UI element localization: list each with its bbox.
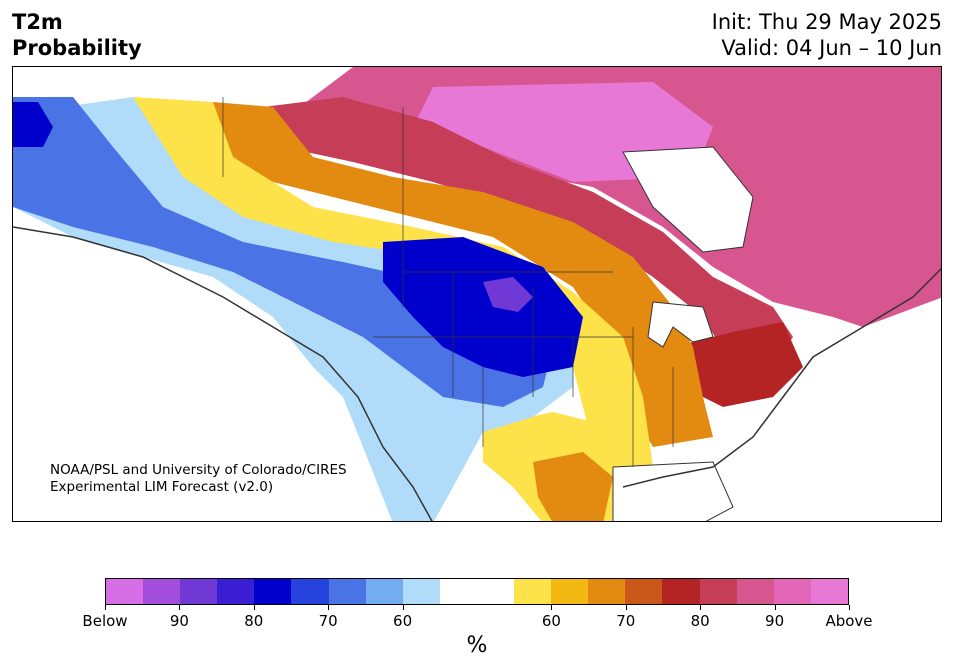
colorbar-tick-mark [105,605,106,610]
colorbar-tick-mark [179,605,181,610]
colorbar-tick-mark [700,605,702,610]
above-red-band [263,97,793,367]
colorbar-tick-mark [253,605,255,610]
colorbar-cell [365,579,403,604]
colorbar-cell [476,579,515,604]
above-orange-south [533,452,613,521]
colorbar-cell [402,579,440,604]
title-subtitle: Probability [12,36,142,60]
forecast-map: NOAA/PSL and University of Colorado/CIRE… [12,66,942,522]
colorbar-tick-label: 60 [541,612,561,630]
colorbar-tick-label: 90 [765,612,785,630]
colorbar-cell [588,579,626,604]
map-title: T2m Probability [12,9,142,61]
colorbar-tick-label: Above [825,612,873,630]
below-purple-core [483,277,533,312]
colorbar-tick-label: Below [82,612,128,630]
colorbar-tick-mark [625,605,627,610]
credit-line-1: NOAA/PSL and University of Colorado/CIRE… [50,462,347,478]
colorbar-cell [328,579,366,604]
colorbar-tick-mark [328,605,330,610]
init-date: Init: Thu 29 May 2025 [711,10,942,34]
colorbar-cell [662,579,700,604]
colorbar-cell [143,579,181,604]
colorbar-cell [217,579,255,604]
colorbar-cell [439,579,477,604]
credit-text: NOAA/PSL and University of Colorado/CIRE… [50,462,347,496]
above-yellow-band [123,97,653,487]
colorbar-cell [106,579,144,604]
below-mid-band [13,97,553,407]
colorbar-tick-label: 80 [244,612,264,630]
gulf-of-mexico [612,461,734,521]
below-blue-alaska [13,102,53,147]
colorbar-tick-label: 70 [318,612,338,630]
colorbar [105,578,849,605]
colorbar-cell [514,579,552,604]
colorbar-unit: % [466,633,488,658]
hudson-bay [622,146,754,253]
colorbar-cell [736,579,774,604]
colorbar-cell [254,579,292,604]
colorbar-tick-label: 60 [393,612,413,630]
colorbar-cell [810,579,848,604]
colorbar-cell [699,579,737,604]
map-canvas [13,67,941,521]
colorbar-tick-label: 70 [616,612,636,630]
above-orange-band [213,102,713,447]
coastline [13,226,941,521]
above-red-core-east [673,322,803,407]
colorbar-tick-mark [774,605,776,610]
colorbar-tick-mark [402,605,404,610]
colorbar-cell [291,579,329,604]
colorbar-tick-mark [849,605,850,610]
forecast-dates: Init: Thu 29 May 2025 Valid: 04 Jun – 10… [712,9,942,61]
colorbar-cell [773,579,811,604]
colorbar-cell [551,579,589,604]
great-lakes [647,301,714,348]
colorbar-cell [625,579,663,604]
colorbar-cell [180,579,218,604]
colorbar-tick-label: 90 [169,612,189,630]
credit-line-2: Experimental LIM Forecast (v2.0) [50,479,274,495]
state-borders [222,97,674,467]
valid-date: Valid: 04 Jun – 10 Jun [721,36,942,60]
colorbar-tick-mark [551,605,553,610]
title-variable: T2m [12,10,63,34]
colorbar-tick-label: 80 [690,612,710,630]
